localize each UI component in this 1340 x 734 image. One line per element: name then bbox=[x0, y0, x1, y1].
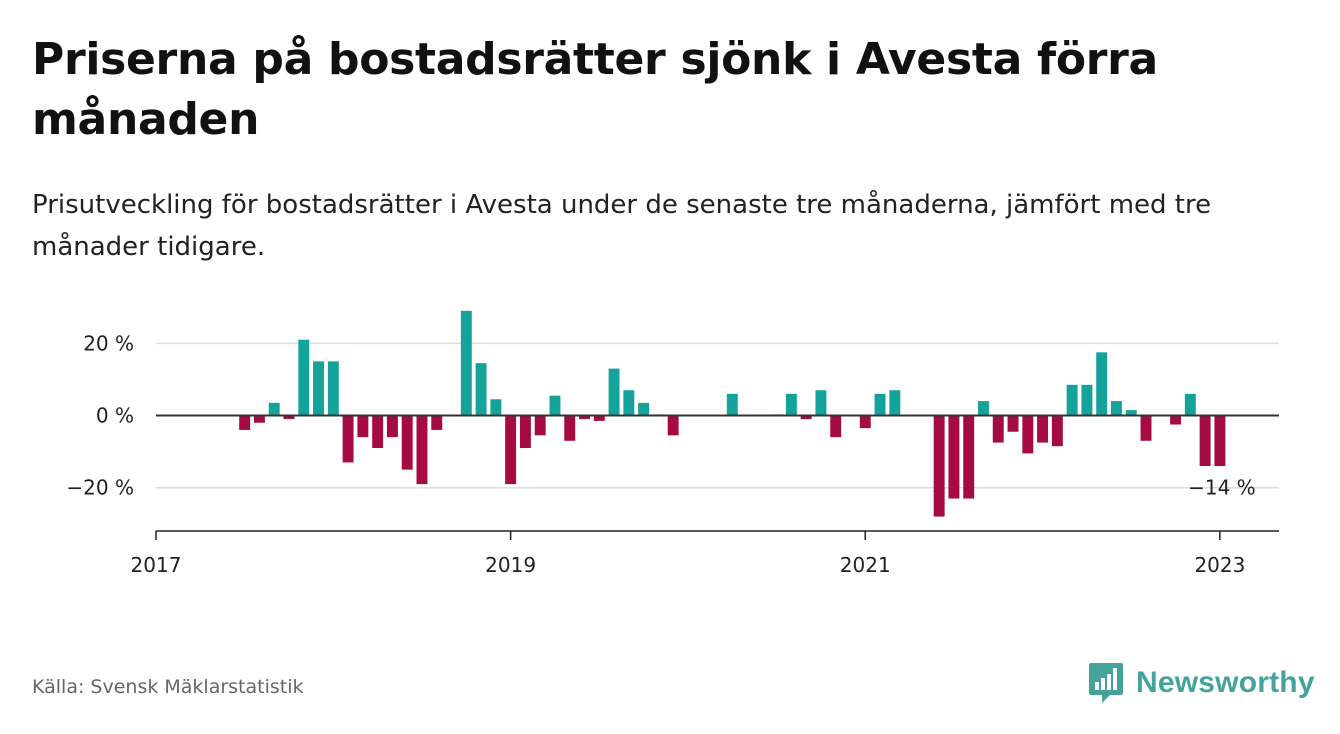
latest-value-label: −14 % bbox=[1188, 476, 1256, 500]
bar bbox=[963, 415, 975, 499]
bar bbox=[1170, 415, 1182, 425]
bar bbox=[416, 415, 428, 485]
bar bbox=[608, 368, 620, 416]
bar bbox=[505, 415, 517, 485]
bar bbox=[298, 339, 310, 416]
bar bbox=[638, 402, 650, 416]
x-tick-label: 2019 bbox=[485, 553, 536, 577]
bar bbox=[1096, 352, 1108, 416]
bar bbox=[1051, 415, 1063, 447]
bar bbox=[534, 415, 546, 436]
bar bbox=[948, 415, 960, 499]
bar bbox=[800, 415, 812, 420]
y-tick-label: 0 % bbox=[96, 404, 134, 428]
bar bbox=[933, 415, 945, 517]
bar bbox=[268, 402, 280, 416]
bar bbox=[253, 415, 265, 423]
bar bbox=[579, 415, 590, 420]
bar bbox=[992, 415, 1004, 443]
bar bbox=[1022, 415, 1034, 454]
bar bbox=[726, 393, 738, 416]
bar bbox=[593, 415, 605, 421]
x-tick-label: 2023 bbox=[1194, 553, 1245, 577]
bar bbox=[1066, 384, 1078, 416]
bars bbox=[239, 310, 1226, 517]
bar bbox=[1007, 415, 1019, 432]
bar bbox=[239, 415, 251, 430]
axes: −20 % 0 % 20 % 2017 2019 2021 2023 −14 % bbox=[66, 331, 1279, 577]
bar bbox=[386, 415, 398, 438]
bar bbox=[623, 390, 635, 416]
bar bbox=[830, 415, 842, 438]
x-tick-label: 2017 bbox=[131, 553, 182, 577]
bar bbox=[372, 415, 384, 448]
bar bbox=[1125, 410, 1137, 416]
y-tick-label: 20 % bbox=[83, 331, 134, 355]
bar bbox=[978, 401, 989, 416]
gridlines bbox=[156, 342, 1279, 489]
bar bbox=[859, 415, 871, 429]
bar bbox=[874, 393, 886, 416]
x-tick-label: 2021 bbox=[840, 553, 891, 577]
bar bbox=[1184, 393, 1196, 416]
bar bbox=[815, 390, 827, 416]
bar bbox=[785, 393, 797, 416]
newsworthy-logo-icon bbox=[1089, 663, 1123, 703]
bar bbox=[889, 390, 901, 416]
bar bbox=[401, 415, 413, 470]
bar bbox=[475, 363, 487, 416]
bar bbox=[1214, 415, 1226, 467]
bar bbox=[342, 415, 354, 463]
bar bbox=[549, 395, 561, 416]
source-note: Källa: Svensk Mäklarstatistik bbox=[32, 676, 304, 698]
bar bbox=[490, 399, 502, 416]
bar-chart: −20 % 0 % 20 % 2017 2019 2021 2023 −14 % bbox=[66, 310, 1279, 577]
chart-title: Priserna på bostadsrätter sjönk i Avesta… bbox=[32, 34, 1158, 145]
bar bbox=[1037, 415, 1049, 443]
bar bbox=[431, 415, 443, 430]
bar bbox=[1081, 384, 1093, 416]
bar bbox=[1110, 401, 1122, 416]
y-tick-label: −20 % bbox=[66, 476, 134, 500]
newsworthy-logo[interactable]: Newsworthy bbox=[1088, 660, 1315, 706]
bar bbox=[667, 415, 679, 436]
bar bbox=[327, 361, 339, 416]
bar bbox=[313, 361, 324, 416]
bar bbox=[519, 415, 531, 448]
bar bbox=[283, 415, 295, 420]
brand-name: Newsworthy bbox=[1136, 666, 1315, 699]
bar bbox=[1140, 415, 1152, 441]
bar bbox=[564, 415, 576, 441]
bar bbox=[460, 310, 472, 416]
bar bbox=[1199, 415, 1211, 467]
bar bbox=[357, 415, 369, 438]
chart-subtitle: Prisutveckling för bostadsrätter i Avest… bbox=[32, 190, 1212, 262]
